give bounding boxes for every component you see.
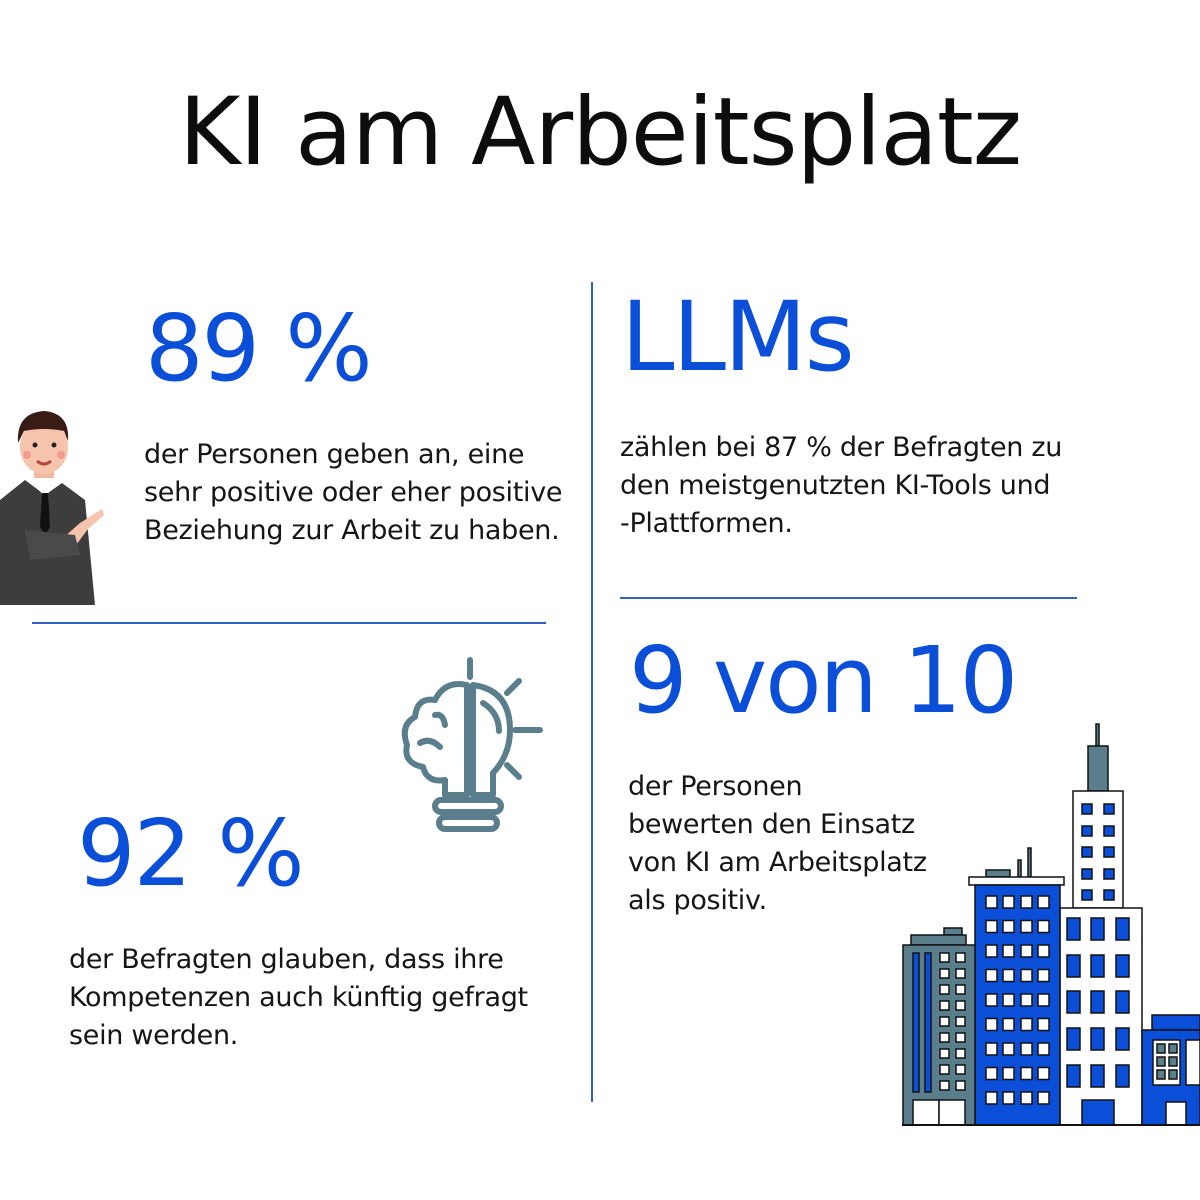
text-line: als positiv. [628,885,767,916]
city-buildings-icon [902,723,1200,1126]
stat-description: zählen bei 87 % der Befragten zu den mei… [620,429,1062,543]
stat-description: der Befragten glauben, dass ihre Kompete… [69,941,528,1055]
text-line: zählen bei 87 % der Befragten zu [620,432,1063,463]
stat-value-92-percent: 92 % [77,800,305,907]
stat-value-llms: LLMs [621,281,855,393]
stat-value-89-percent: 89 % [145,295,373,402]
text-line: der Befragten glauben, dass ihre [69,944,504,975]
stat-description: der Personen geben an, eine sehr positiv… [144,436,563,550]
text-line: sehr positive oder eher positive [144,477,563,508]
left-horizontal-divider [32,622,546,624]
text-line: der Personen geben an, eine [144,439,525,470]
stat-description: der Personen bewerten den Einsatz von KI… [628,768,927,920]
text-line: Kompetenzen auch künftig gefragt [69,982,528,1013]
businessman-pointing-icon [0,411,104,605]
text-line: den meistgenutzten KI-Tools und [620,470,1051,501]
text-line: bewerten den Einsatz [628,809,915,840]
right-horizontal-divider [620,597,1077,599]
text-line: sein werden. [69,1020,239,1051]
vertical-divider [591,282,593,1102]
text-line: Beziehung zur Arbeit zu haben. [144,515,560,546]
stat-value-9-von-10: 9 von 10 [629,627,1018,734]
brain-lightbulb-icon [401,657,543,832]
text-line: der Personen [628,771,803,802]
page-title: KI am Arbeitsplatz [178,78,1022,187]
text-line: -Plattformen. [620,508,793,539]
text-line: von KI am Arbeitsplatz [628,847,927,878]
